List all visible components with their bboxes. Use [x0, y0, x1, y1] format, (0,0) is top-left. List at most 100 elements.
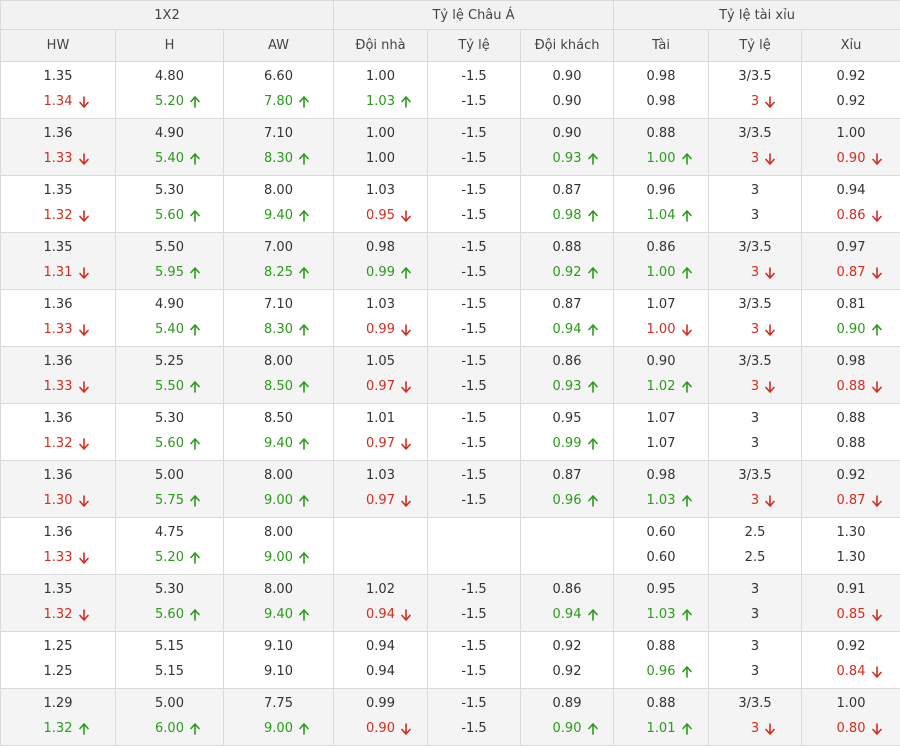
- arrow-up-icon: [79, 719, 89, 739]
- arrow-up-icon: [588, 149, 598, 169]
- opening-odds-value: 5.15: [155, 637, 184, 657]
- current-odds-value: -1.5: [461, 320, 486, 340]
- opening-odds-value: 0.99: [366, 694, 395, 714]
- arrow-down-icon: [872, 491, 882, 511]
- arrow-up-icon: [588, 719, 598, 739]
- opening-odds-value: 1.02: [366, 580, 395, 600]
- current-odds-value: -1.5: [461, 662, 486, 682]
- current-odds-value: 5.40: [155, 320, 184, 340]
- current-odds-value: 1.33: [44, 149, 73, 169]
- group-header-1x2: 1X2: [1, 1, 334, 30]
- opening-odds-value: 7.10: [264, 124, 293, 144]
- current-odds-value: 3: [751, 605, 759, 625]
- arrow-down-icon: [79, 263, 89, 283]
- opening-odds-value: -1.5: [461, 352, 486, 372]
- arrow-up-icon: [299, 605, 309, 625]
- opening-odds-value: 0.95: [553, 409, 582, 429]
- opening-odds-value: 1.00: [837, 694, 866, 714]
- arrow-up-icon: [190, 491, 200, 511]
- arrow-down-icon: [872, 377, 882, 397]
- current-odds-value: 0.90: [553, 719, 582, 739]
- current-odds-value: 0.94: [553, 320, 582, 340]
- current-odds-value: 2.5: [745, 548, 766, 568]
- opening-odds-value: 8.00: [264, 181, 293, 201]
- current-odds-value: 1.02: [647, 377, 676, 397]
- opening-odds-value: 0.92: [837, 466, 866, 486]
- cell-away-team: [521, 518, 614, 575]
- current-odds-value: 0.95: [366, 206, 395, 226]
- opening-odds-value: 0.88: [647, 694, 676, 714]
- opening-odds-value: 3/3.5: [738, 694, 771, 714]
- current-odds-value: -1.5: [461, 605, 486, 625]
- opening-odds-value: 7.75: [264, 694, 293, 714]
- opening-odds-value: 8.00: [264, 352, 293, 372]
- current-odds-value: 6.00: [155, 719, 184, 739]
- arrow-down-icon: [79, 149, 89, 169]
- opening-odds-value: -1.5: [461, 694, 486, 714]
- opening-odds-value: 0.88: [837, 409, 866, 429]
- current-odds-value: 1.03: [647, 491, 676, 511]
- arrow-up-icon: [588, 263, 598, 283]
- opening-odds-value: 3: [751, 637, 759, 657]
- current-odds-value: -1.5: [461, 377, 486, 397]
- opening-odds-value: -1.5: [461, 637, 486, 657]
- group-header-over-under: Tỷ lệ tài xỉu: [614, 1, 900, 30]
- opening-odds-value: 1.36: [44, 523, 73, 543]
- opening-odds-value: 1.36: [44, 409, 73, 429]
- current-odds-value: 0.96: [647, 662, 676, 682]
- arrow-up-icon: [588, 377, 598, 397]
- current-odds-value: 0.98: [647, 92, 676, 112]
- current-odds-value: 1.03: [647, 605, 676, 625]
- arrow-down-icon: [765, 719, 775, 739]
- arrow-up-icon: [682, 206, 692, 226]
- arrow-down-icon: [765, 377, 775, 397]
- arrow-down-icon: [872, 719, 882, 739]
- opening-odds-value: -1.5: [461, 466, 486, 486]
- current-odds-value: 0.94: [366, 605, 395, 625]
- opening-odds-value: 7.10: [264, 295, 293, 315]
- arrow-up-icon: [682, 662, 692, 682]
- opening-odds-value: 1.07: [647, 409, 676, 429]
- opening-odds-value: 0.88: [553, 238, 582, 258]
- arrow-down-icon: [765, 491, 775, 511]
- current-odds-value: 0.92: [553, 662, 582, 682]
- arrow-down-icon: [79, 320, 89, 340]
- opening-odds-value: 0.94: [366, 637, 395, 657]
- opening-odds-value: 1.00: [837, 124, 866, 144]
- opening-odds-value: -1.5: [461, 295, 486, 315]
- cell-handicap: -1.5-1.5: [428, 404, 521, 461]
- opening-odds-value: 5.30: [155, 181, 184, 201]
- opening-odds-value: 4.90: [155, 124, 184, 144]
- current-odds-value: 9.40: [264, 605, 293, 625]
- opening-odds-value: 3/3.5: [738, 67, 771, 87]
- cell-handicap: -1.5-1.5: [428, 119, 521, 176]
- opening-odds-value: 1.03: [366, 181, 395, 201]
- arrow-up-icon: [190, 605, 200, 625]
- current-odds-value: 0.88: [837, 377, 866, 397]
